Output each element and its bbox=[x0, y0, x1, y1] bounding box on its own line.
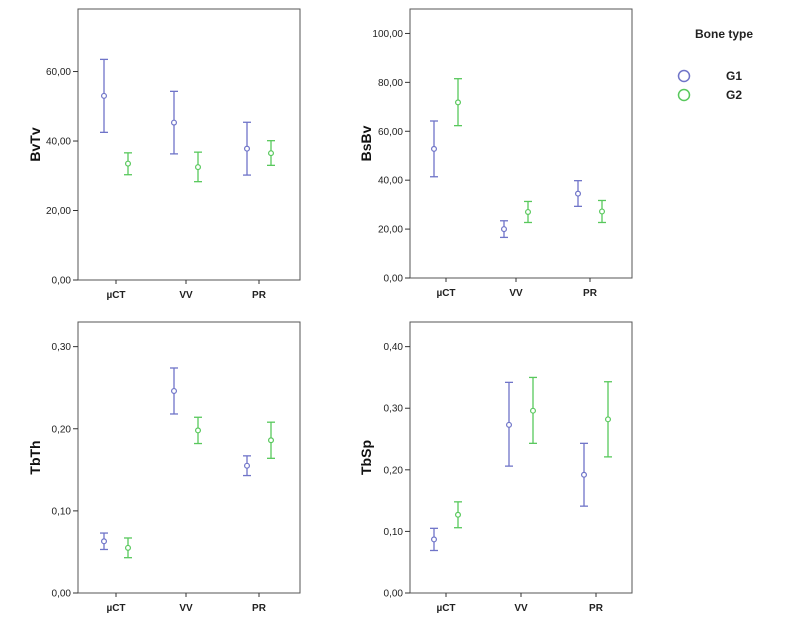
plot-panel-tbth: 0,00 0,10 0,20 0,30 TbTh µCT VV PR bbox=[27, 321, 301, 614]
y-axis-label: TbSp bbox=[358, 440, 374, 475]
plot-frame bbox=[409, 321, 633, 594]
y-tick-label: 0,30 bbox=[52, 342, 72, 353]
mean-marker bbox=[455, 511, 462, 518]
y-tick-label: 60,00 bbox=[378, 127, 403, 138]
y-axis-label: TbTh bbox=[27, 440, 43, 474]
legend-label-g1: G1 bbox=[726, 69, 742, 83]
mean-marker bbox=[580, 471, 587, 478]
series-g1 bbox=[100, 367, 251, 551]
series-g1 bbox=[430, 120, 582, 239]
y-tick-label: 40,00 bbox=[378, 176, 403, 187]
mean-marker bbox=[604, 416, 611, 423]
mean-marker bbox=[268, 437, 275, 444]
mean-marker bbox=[100, 538, 107, 545]
series-g2 bbox=[124, 140, 275, 183]
legend-marker-g2 bbox=[677, 88, 691, 102]
mean-marker bbox=[524, 208, 531, 215]
x-tick-label: VV bbox=[514, 603, 528, 614]
mean-marker bbox=[268, 150, 275, 157]
mean-marker bbox=[124, 544, 131, 551]
x-tick-label: VV bbox=[509, 288, 523, 299]
x-tick-label: PR bbox=[252, 603, 267, 614]
mean-marker bbox=[244, 145, 251, 152]
legend-title: Bone type bbox=[695, 27, 753, 41]
y-tick-label: 0,20 bbox=[384, 465, 404, 476]
mean-marker bbox=[431, 145, 438, 152]
y-tick-label: 0,00 bbox=[52, 589, 72, 600]
legend-marker-g1 bbox=[677, 69, 691, 83]
x-tick-label: µCT bbox=[436, 603, 455, 614]
y-tick-label: 60,00 bbox=[46, 67, 71, 78]
plot-panel-tbsp: 0,00 0,10 0,20 0,30 0,40 TbSp µCT VV PR bbox=[358, 321, 633, 614]
y-tick-label: 0,30 bbox=[384, 404, 404, 415]
y-tick-label: 0,00 bbox=[384, 274, 404, 285]
series-g1 bbox=[100, 58, 251, 176]
mean-marker bbox=[171, 119, 178, 126]
plot-panel-bsbv: 0,00 20,00 40,00 60,00 80,00 100,00 BsBv µCT VV P… bbox=[358, 8, 633, 299]
mean-marker bbox=[171, 387, 178, 394]
x-tick-label: VV bbox=[179, 603, 193, 614]
legend-label-g2: G2 bbox=[726, 88, 742, 102]
y-tick-label: 0,00 bbox=[52, 276, 72, 287]
legend: Bone type G1 G2 bbox=[677, 27, 753, 102]
y-tick-label: 0,20 bbox=[52, 424, 72, 435]
plot-panel-bvtv: 0,00 20,00 40,00 60,00 BvTv µCT VV PR bbox=[27, 8, 301, 301]
mean-marker bbox=[506, 421, 513, 428]
y-tick-label: 0,40 bbox=[384, 342, 404, 353]
y-tick-label: 100,00 bbox=[372, 29, 403, 40]
plot-frame bbox=[77, 321, 301, 594]
mean-marker bbox=[124, 160, 131, 167]
series-g2 bbox=[124, 416, 275, 559]
x-tick-label: PR bbox=[589, 603, 604, 614]
mean-marker bbox=[100, 92, 107, 99]
mean-marker bbox=[431, 536, 438, 543]
y-tick-label: 0,10 bbox=[52, 506, 72, 517]
series-g2 bbox=[454, 376, 612, 529]
x-tick-label: PR bbox=[583, 288, 598, 299]
series-g2 bbox=[454, 78, 606, 224]
mean-marker bbox=[195, 427, 202, 434]
y-axis-label: BvTv bbox=[27, 127, 43, 161]
y-axis-label: BsBv bbox=[358, 125, 374, 161]
mean-marker bbox=[574, 190, 581, 197]
mean-marker bbox=[195, 164, 202, 171]
x-tick-label: PR bbox=[252, 290, 267, 301]
y-tick-label: 80,00 bbox=[378, 78, 403, 89]
x-tick-label: VV bbox=[179, 290, 193, 301]
x-tick-label: µCT bbox=[436, 288, 455, 299]
mean-marker bbox=[244, 462, 251, 469]
series-g1 bbox=[430, 381, 588, 552]
x-tick-label: µCT bbox=[106, 290, 125, 301]
y-tick-label: 20,00 bbox=[378, 225, 403, 236]
x-tick-label: µCT bbox=[106, 603, 125, 614]
y-tick-label: 0,00 bbox=[384, 589, 404, 600]
mean-marker bbox=[501, 226, 508, 233]
y-tick-label: 0,10 bbox=[384, 527, 404, 538]
plot-frame bbox=[409, 8, 633, 279]
plot-frame bbox=[77, 8, 301, 281]
y-tick-label: 20,00 bbox=[46, 206, 71, 217]
mean-marker bbox=[529, 407, 536, 414]
y-tick-label: 40,00 bbox=[46, 137, 71, 148]
mean-marker bbox=[598, 208, 605, 215]
mean-marker bbox=[455, 99, 462, 106]
